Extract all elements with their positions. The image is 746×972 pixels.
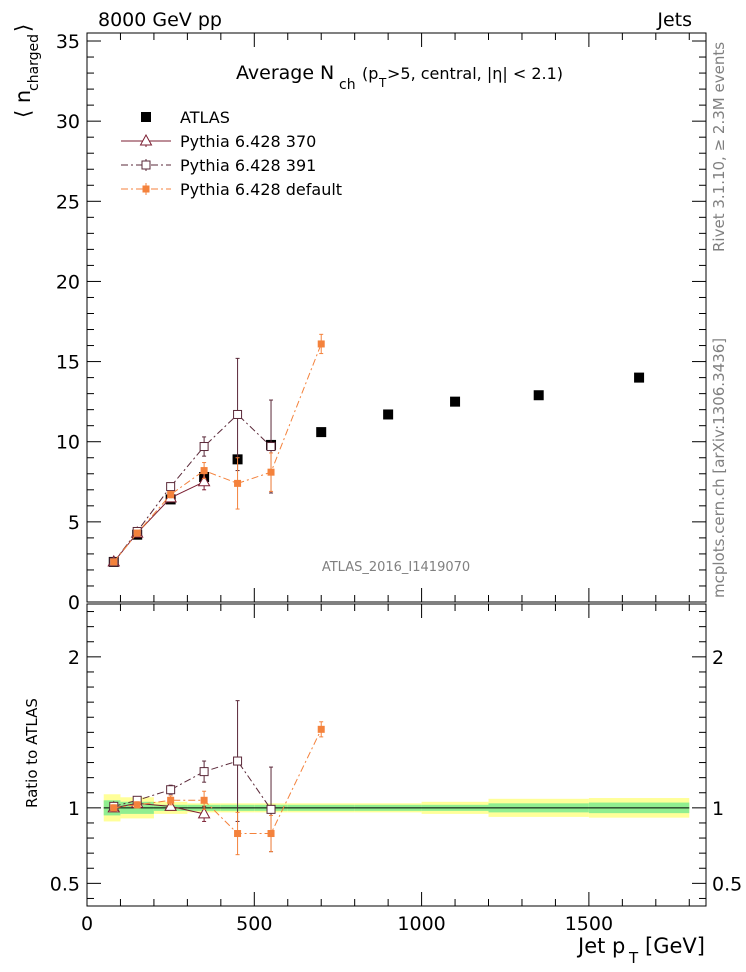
ratio-point bbox=[167, 796, 175, 804]
ratio-point bbox=[164, 799, 177, 811]
ratio-point bbox=[267, 830, 275, 838]
data-point bbox=[133, 529, 141, 537]
ratio-point bbox=[266, 804, 276, 814]
main-series-group bbox=[107, 333, 645, 567]
x-axis-label: Jet p T [GeV] bbox=[576, 934, 705, 967]
data-point bbox=[233, 409, 243, 419]
x-tick-label: 500 bbox=[236, 913, 272, 935]
title-paren-open: (p bbox=[362, 64, 378, 83]
data-point bbox=[317, 340, 325, 348]
x-label-unit: [GeV] bbox=[645, 934, 705, 958]
series-line-2 bbox=[113, 413, 272, 563]
data-point bbox=[167, 491, 175, 499]
ratio-point bbox=[166, 785, 176, 795]
y-tick-label: 25 bbox=[56, 191, 80, 213]
data-point bbox=[533, 390, 544, 401]
ratio-point bbox=[234, 830, 242, 838]
main-y-axis-label: ⟨ n charged ⟩ bbox=[11, 24, 42, 118]
x-tick-label: 1500 bbox=[565, 913, 613, 935]
ratio-point bbox=[110, 804, 118, 812]
y-tick-label: 10 bbox=[56, 432, 80, 454]
ratio-point bbox=[133, 801, 141, 809]
data-point bbox=[200, 467, 208, 475]
mcplots-credit: mcplots.cern.ch [arXiv:1306.3436] bbox=[710, 338, 728, 598]
data-point bbox=[110, 558, 118, 566]
data-point bbox=[166, 482, 176, 492]
y-tick-label: 30 bbox=[56, 111, 80, 133]
rivet-version: Rivet 3.1.10, ≥ 2.3M events bbox=[710, 42, 728, 252]
y-label-sub: charged bbox=[26, 34, 42, 91]
chart-title: Average N ch (p T >5, central, |η| < 2.1… bbox=[236, 62, 563, 93]
data-point bbox=[634, 372, 645, 383]
ratio-y-tick-label-right: 2 bbox=[712, 647, 724, 669]
ratio-y-axis-label: Ratio to ATLAS bbox=[23, 698, 41, 808]
data-point bbox=[450, 396, 461, 407]
data-point bbox=[267, 468, 275, 476]
y-tick-label: 15 bbox=[56, 352, 80, 374]
series-line-3 bbox=[113, 343, 322, 563]
title-sub-ch: ch bbox=[339, 77, 356, 93]
x-label-sub-t: T bbox=[628, 949, 639, 967]
legend-label: Pythia 6.428 370 bbox=[180, 132, 316, 151]
data-point bbox=[266, 442, 276, 452]
analysis-id: ATLAS_2016_I1419070 bbox=[322, 560, 470, 575]
legend-label: ATLAS bbox=[180, 108, 230, 127]
x-tick-label: 1000 bbox=[397, 913, 445, 935]
data-point bbox=[316, 427, 327, 438]
x-label-jet: Jet p bbox=[576, 934, 625, 958]
y-tick-label: 35 bbox=[56, 31, 80, 53]
data-point bbox=[234, 479, 242, 487]
ratio-series-group bbox=[107, 700, 325, 856]
y-label-open: ⟨ n bbox=[11, 90, 35, 118]
legend: ATLAS Pythia 6.428 370 Pythia 6.428 391 Pyt… bbox=[121, 108, 342, 199]
data-point bbox=[197, 474, 211, 487]
legend-marker bbox=[141, 160, 151, 170]
ratio-point bbox=[200, 796, 208, 804]
ratio-y-tick-label: 1 bbox=[68, 798, 80, 820]
ratio-axes: 0.5 0.5 1 1 2 2 0 500 1000 1500 bbox=[50, 604, 742, 935]
ratio-line-0 bbox=[113, 802, 205, 815]
legend-marker bbox=[139, 133, 153, 146]
ratio-y-tick-label-right: 1 bbox=[712, 798, 724, 820]
legend-label: Pythia 6.428 391 bbox=[180, 156, 316, 175]
y-tick-label: 5 bbox=[68, 512, 80, 534]
title-main: Average N bbox=[236, 62, 334, 84]
y-tick-label: 0 bbox=[68, 592, 80, 614]
legend-marker bbox=[141, 112, 151, 122]
ratio-point bbox=[199, 767, 209, 777]
ratio-plot-frame bbox=[86, 603, 707, 907]
legend-label: Pythia 6.428 default bbox=[180, 180, 342, 199]
title-sub-t: T bbox=[378, 76, 387, 90]
x-tick-label: 0 bbox=[81, 913, 93, 935]
data-point bbox=[199, 442, 209, 452]
ratio-y-tick-label: 2 bbox=[68, 647, 80, 669]
energy-label: 8000 GeV pp bbox=[98, 9, 222, 31]
y-tick-label: 20 bbox=[56, 271, 80, 293]
ratio-point bbox=[233, 756, 243, 766]
ratio-point bbox=[317, 725, 325, 733]
ratio-y-tick-label-right: 0.5 bbox=[712, 873, 742, 895]
data-point bbox=[383, 409, 394, 420]
main-axes: 0 5 10 15 20 25 30 35 bbox=[56, 31, 706, 614]
y-label-close: ⟩ bbox=[11, 24, 35, 32]
ratio-point bbox=[197, 806, 211, 819]
ratio-y-tick-label: 0.5 bbox=[50, 873, 80, 895]
series-line-1 bbox=[113, 481, 205, 563]
legend-marker bbox=[142, 185, 150, 193]
title-rest: >5, central, |η| < 2.1) bbox=[387, 64, 563, 83]
main-plot-frame bbox=[86, 32, 707, 603]
process-label: Jets bbox=[657, 9, 692, 31]
